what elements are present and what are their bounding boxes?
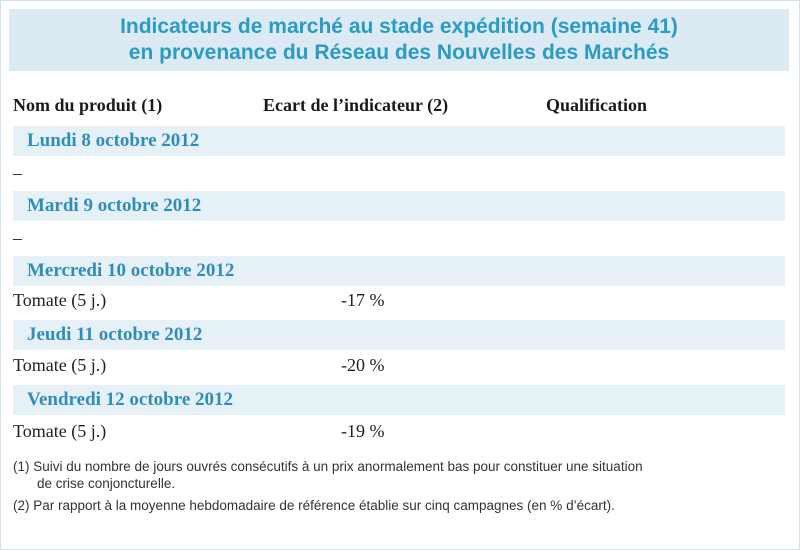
footnote-1-line-1: (1) Suivi du nombre de jours ouvrés cons… bbox=[13, 459, 643, 474]
table-row: Tomate (5 j.) -20 % bbox=[1, 355, 800, 381]
footnotes: (1) Suivi du nombre de jours ouvrés cons… bbox=[13, 458, 783, 514]
day-band-tuesday: Mardi 9 octobre 2012 bbox=[13, 191, 785, 221]
indicator-cell: -17 % bbox=[341, 290, 385, 310]
footnote-1-line-2: de crise conjoncturelle. bbox=[37, 476, 176, 491]
column-header-indicator: Ecart de l’indicateur (2) bbox=[263, 95, 449, 115]
day-band-thursday: Jeudi 11 octobre 2012 bbox=[13, 320, 785, 350]
table-row: – bbox=[1, 228, 800, 254]
table-row: Tomate (5 j.) -17 % bbox=[1, 290, 800, 316]
product-cell: Tomate (5 j.) bbox=[13, 421, 107, 441]
column-header-product: Nom du produit (1) bbox=[13, 95, 163, 115]
title-line-2: en provenance du Réseau des Nouvelles de… bbox=[128, 41, 670, 64]
table-row: – bbox=[1, 163, 800, 189]
product-cell: Tomate (5 j.) bbox=[13, 290, 107, 310]
day-band-friday: Vendredi 12 octobre 2012 bbox=[13, 385, 785, 415]
indicator-cell: -19 % bbox=[341, 421, 385, 441]
product-cell: – bbox=[13, 163, 22, 183]
day-band-monday: Lundi 8 octobre 2012 bbox=[13, 126, 785, 156]
product-cell: Tomate (5 j.) bbox=[13, 355, 107, 375]
product-cell: – bbox=[13, 228, 22, 248]
column-header-qualification: Qualification bbox=[546, 95, 648, 115]
title-line-1: Indicateurs de marché au stade expéditio… bbox=[120, 15, 678, 38]
title-band: Indicateurs de marché au stade expéditio… bbox=[9, 9, 789, 71]
day-band-wednesday: Mercredi 10 octobre 2012 bbox=[13, 256, 785, 286]
footnote-2: (2) Par rapport à la moyenne hebdomadair… bbox=[13, 498, 615, 513]
column-header-row: Nom du produit (1) Ecart de l’indicateur… bbox=[1, 95, 800, 121]
table-row: Tomate (5 j.) -19 % bbox=[1, 421, 800, 447]
indicator-cell: -20 % bbox=[341, 355, 385, 375]
